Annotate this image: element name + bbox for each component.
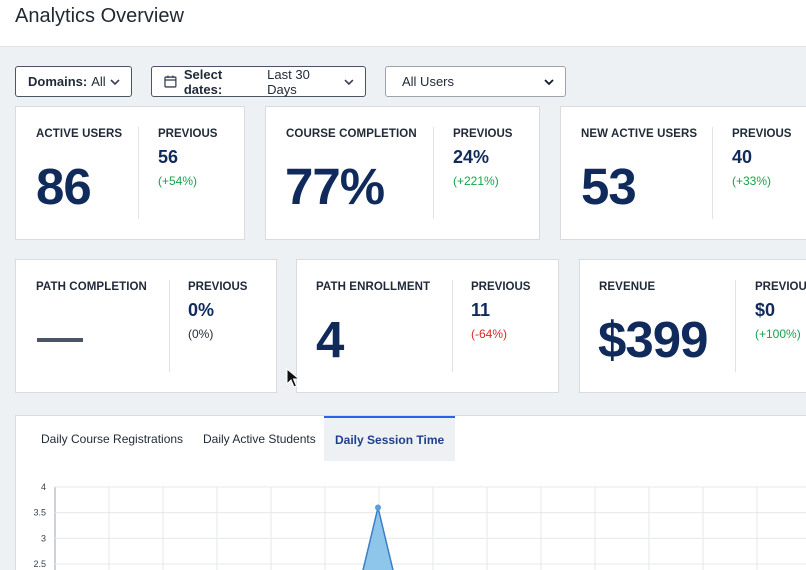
calendar-icon <box>164 75 177 88</box>
metric-card-path-enrollment: PATH ENROLLMENT 4 PREVIOUS 11 (-64%) <box>296 259 559 393</box>
chevron-down-icon <box>344 78 354 85</box>
metric-value: 53 <box>581 158 637 215</box>
previous-label: PREVIOUS <box>471 281 531 293</box>
y-tick-label: 4 <box>41 482 46 492</box>
previous-label: PREVIOUS <box>453 128 513 140</box>
y-tick-label: 3.5 <box>33 508 46 518</box>
previous-value: 24% <box>453 147 490 167</box>
delta: (+54%) <box>158 174 198 188</box>
metric-value: 86 <box>36 158 92 215</box>
divider <box>138 127 139 219</box>
metric-label: PATH COMPLETION <box>36 281 147 293</box>
chevron-down-icon <box>544 78 554 85</box>
previous-value: $0 <box>755 300 776 320</box>
metric-label: REVENUE <box>599 281 656 293</box>
previous-value: 56 <box>158 147 179 167</box>
empty-value-dash <box>37 338 83 342</box>
metric-label: ACTIVE USERS <box>36 128 123 140</box>
metric-label: NEW ACTIVE USERS <box>581 128 698 140</box>
data-point <box>375 504 381 511</box>
page-title: Analytics Overview <box>15 5 184 27</box>
mouse-cursor-icon <box>286 368 300 388</box>
metric-value: 4 <box>316 311 344 368</box>
chart-panel: Daily Course Registrations Daily Active … <box>15 415 806 570</box>
delta: (0%) <box>188 327 214 341</box>
metric-label: PATH ENROLLMENT <box>316 281 431 293</box>
metric-card-new-active-users: NEW ACTIVE USERS 53 PREVIOUS 40 (+33%) <box>560 106 806 240</box>
tab-daily-course-registrations[interactable]: Daily Course Registrations <box>41 431 184 446</box>
delta: (-64%) <box>471 327 508 341</box>
chevron-down-icon <box>110 78 120 85</box>
divider <box>712 127 713 219</box>
y-tick-label: 2.5 <box>33 559 46 569</box>
metric-value: $399 <box>598 311 708 368</box>
page-header: Analytics Overview <box>0 0 806 47</box>
date-filter[interactable]: Select dates: Last 30 Days <box>151 66 366 97</box>
domains-filter-key: Domains: <box>28 74 88 89</box>
divider <box>433 127 434 219</box>
domains-filter-value: All <box>91 74 106 89</box>
previous-value: 40 <box>732 147 753 167</box>
date-filter-key: Select dates: <box>183 66 223 97</box>
previous-label: PREVIOUS <box>755 281 806 293</box>
tab-daily-session-time[interactable]: Daily Session Time <box>324 416 456 461</box>
previous-label: PREVIOUS <box>732 128 792 140</box>
domains-filter[interactable]: Domains: All <box>15 66 132 97</box>
previous-value: 11 <box>471 300 491 320</box>
delta: (+100%) <box>755 327 801 341</box>
divider <box>169 280 170 372</box>
metric-label: COURSE COMPLETION <box>286 128 417 140</box>
area-series <box>362 507 394 570</box>
metric-card-path-completion: PATH COMPLETION PREVIOUS 0% (0%) <box>15 259 277 393</box>
delta: (+33%) <box>732 174 772 188</box>
divider <box>452 280 453 372</box>
metric-value: 77% <box>285 158 385 215</box>
previous-label: PREVIOUS <box>158 128 218 140</box>
previous-label: PREVIOUS <box>188 281 248 293</box>
previous-value: 0% <box>188 300 215 320</box>
delta: (+221%) <box>453 174 499 188</box>
metric-card-course-completion: COURSE COMPLETION 77% PREVIOUS 24% (+221… <box>265 106 540 240</box>
date-filter-value: Last 30 Days <box>267 66 310 97</box>
session-time-chart: 4 3.5 3 2.5 <box>33 482 806 570</box>
y-tick-label: 3 <box>41 533 46 543</box>
tab-daily-active-students[interactable]: Daily Active Students <box>203 431 316 446</box>
metric-card-revenue: REVENUE $399 PREVIOUS $0 (+100%) <box>579 259 806 393</box>
users-select-value: All Users <box>402 74 455 89</box>
metric-card-active-users: ACTIVE USERS 86 PREVIOUS 56 (+54%) <box>15 106 245 240</box>
users-select[interactable]: All Users <box>385 66 566 97</box>
divider <box>735 280 736 372</box>
